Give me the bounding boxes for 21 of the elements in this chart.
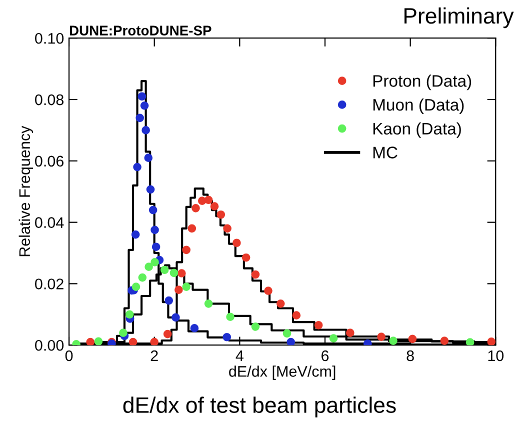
text: dE/dx of test beam particles: [123, 396, 396, 418]
legend-label: Kaon (Data): [373, 122, 461, 138]
chart-title: DUNE:ProtoDUNE-SP: [70, 26, 212, 36]
x-tick-label: 6: [322, 350, 329, 362]
y-tick-label: 0.10: [35, 32, 64, 44]
y-tick-label: 0.06: [35, 156, 64, 167]
x-axis-title: dE/dx [MeV/cm]: [229, 366, 336, 380]
legend-label: Proton (Data): [373, 74, 472, 90]
x-tick-label: 8: [406, 350, 414, 362]
legend-label: MC: [373, 146, 398, 158]
y-tick-label: 0.04: [35, 217, 64, 228]
y-tick-label: 0.02: [35, 278, 64, 290]
x-tick-label: 2: [150, 350, 158, 362]
x-tick-label: 10: [488, 350, 504, 362]
y-axis-title: Relative Frequency: [18, 126, 34, 256]
legend-label: Muon (Data): [373, 98, 464, 114]
y-tick-label: 0.00: [35, 340, 64, 351]
x-tick-label: 0: [65, 350, 73, 362]
x-tick-label: 4: [236, 350, 244, 362]
y-tick-label: 0.08: [35, 94, 64, 106]
text: Preliminary: [404, 7, 514, 28]
